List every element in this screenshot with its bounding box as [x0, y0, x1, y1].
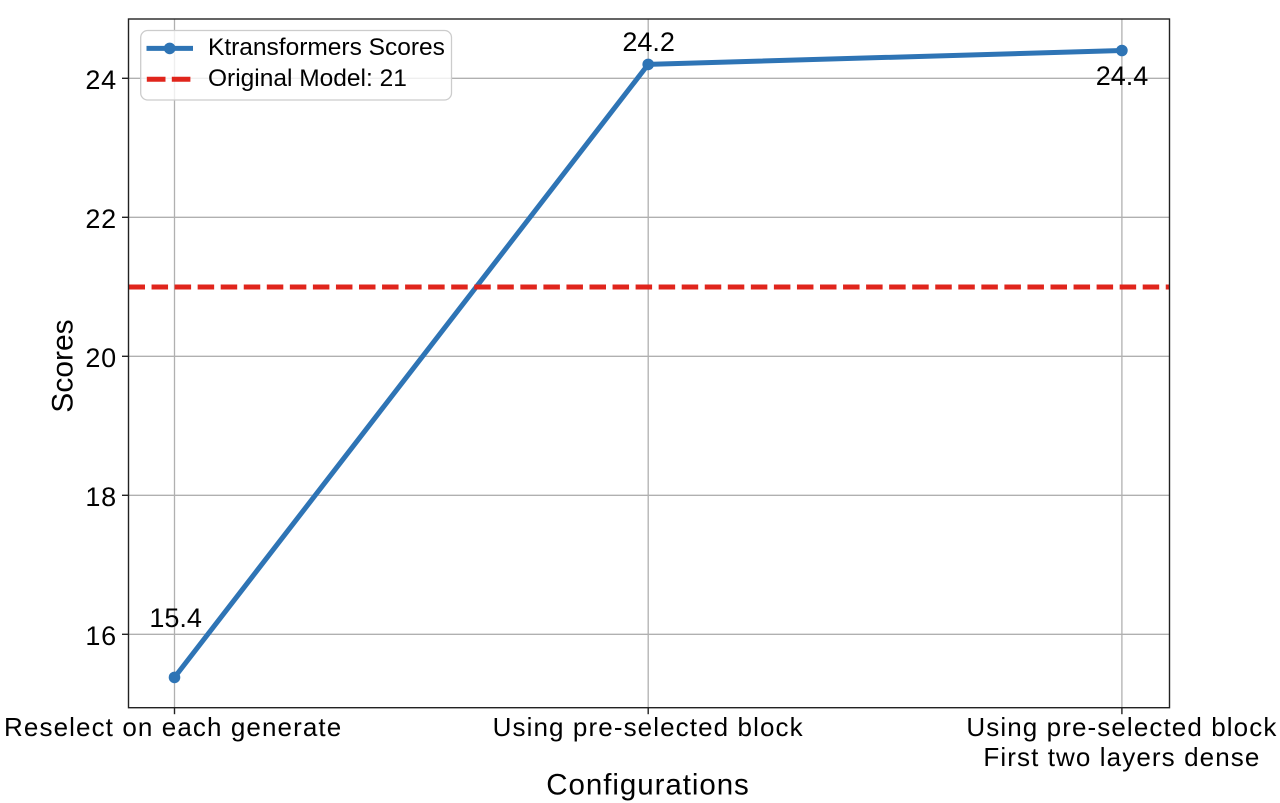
svg-text:18: 18 — [85, 482, 117, 512]
svg-text:Configurations: Configurations — [546, 768, 750, 801]
svg-text:22: 22 — [85, 204, 117, 234]
svg-text:Ktransformers Scores: Ktransformers Scores — [208, 34, 445, 61]
svg-text:24: 24 — [85, 65, 117, 95]
svg-text:15.4: 15.4 — [149, 603, 202, 633]
svg-text:20: 20 — [85, 343, 117, 373]
svg-text:Using pre-selected block: Using pre-selected block — [966, 712, 1277, 742]
svg-text:16: 16 — [85, 621, 117, 651]
svg-text:Scores: Scores — [47, 319, 80, 412]
svg-text:24.2: 24.2 — [622, 27, 675, 57]
svg-text:Original Model: 21: Original Model: 21 — [208, 65, 407, 92]
svg-text:Reselect on each generate: Reselect on each generate — [4, 712, 342, 742]
svg-text:Using pre-selected block: Using pre-selected block — [493, 712, 804, 742]
svg-text:First two layers dense: First two layers dense — [983, 742, 1260, 772]
svg-text:24.4: 24.4 — [1096, 61, 1149, 91]
